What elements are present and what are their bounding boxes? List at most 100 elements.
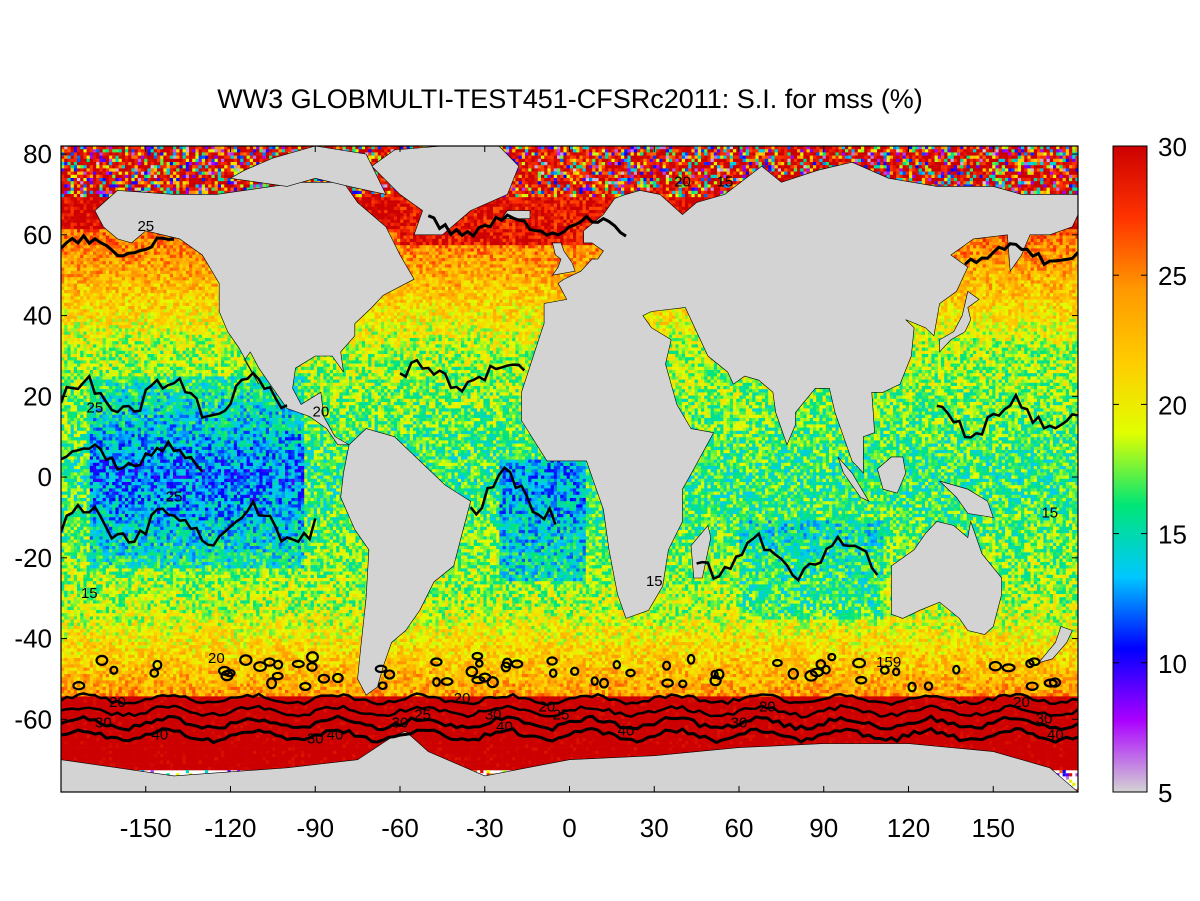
data-cell bbox=[861, 156, 865, 160]
data-cell bbox=[762, 159, 766, 163]
data-cell bbox=[739, 156, 743, 160]
data-cell bbox=[611, 152, 615, 156]
data-cell bbox=[954, 156, 958, 160]
data-cell bbox=[192, 178, 196, 182]
data-cell bbox=[547, 184, 551, 188]
data-cell bbox=[195, 152, 199, 156]
data-cell bbox=[221, 181, 225, 185]
data-cell bbox=[557, 168, 561, 172]
data-cell bbox=[173, 184, 177, 188]
data-cell bbox=[128, 159, 132, 163]
data-cell bbox=[634, 156, 638, 160]
data-cell bbox=[208, 165, 212, 169]
data-cell bbox=[269, 149, 273, 153]
data-cell bbox=[656, 172, 660, 176]
data-cell bbox=[775, 149, 779, 153]
data-cell bbox=[138, 149, 142, 153]
data-cell bbox=[627, 184, 631, 188]
data-cell bbox=[579, 162, 583, 166]
data-cell bbox=[195, 149, 199, 153]
data-cell bbox=[605, 156, 609, 160]
data-cell bbox=[951, 152, 955, 156]
data-cell bbox=[1037, 175, 1041, 179]
data-cell bbox=[903, 168, 907, 172]
data-cell bbox=[608, 165, 612, 169]
data-cell bbox=[711, 156, 715, 160]
data-cell bbox=[1002, 165, 1006, 169]
data-cell bbox=[109, 181, 113, 185]
data-cell bbox=[915, 178, 919, 182]
data-cell bbox=[74, 168, 78, 172]
data-cell bbox=[803, 156, 807, 160]
data-cell bbox=[1031, 159, 1035, 163]
data-cell bbox=[976, 159, 980, 163]
data-cell bbox=[199, 175, 203, 179]
data-cell bbox=[541, 175, 545, 179]
data-cell bbox=[250, 162, 254, 166]
data-cell bbox=[186, 181, 190, 185]
data-cell bbox=[941, 178, 945, 182]
data-cell bbox=[567, 156, 571, 160]
data-cell bbox=[941, 152, 945, 156]
data-cell bbox=[99, 184, 103, 188]
data-cell bbox=[1037, 168, 1041, 172]
data-cell bbox=[154, 175, 158, 179]
data-cell bbox=[823, 149, 827, 153]
data-cell bbox=[208, 181, 212, 185]
data-cell bbox=[125, 156, 129, 160]
data-cell bbox=[800, 168, 804, 172]
data-cell bbox=[906, 152, 910, 156]
data-cell bbox=[845, 156, 849, 160]
data-cell bbox=[1024, 165, 1028, 169]
data-cell bbox=[122, 181, 126, 185]
data-cell bbox=[685, 152, 689, 156]
data-cell bbox=[919, 156, 923, 160]
data-cell bbox=[663, 168, 667, 172]
data-cell bbox=[771, 152, 775, 156]
data-cell bbox=[851, 152, 855, 156]
data-cell bbox=[579, 178, 583, 182]
data-cell bbox=[141, 184, 145, 188]
data-cell bbox=[515, 149, 519, 153]
data-cell bbox=[71, 172, 75, 176]
data-cell bbox=[938, 152, 942, 156]
data-cell bbox=[672, 162, 676, 166]
data-cell bbox=[954, 159, 958, 163]
data-cell bbox=[112, 184, 116, 188]
data-cell bbox=[989, 178, 993, 182]
data-cell bbox=[739, 168, 743, 172]
data-cell bbox=[272, 152, 276, 156]
data-cell bbox=[224, 152, 228, 156]
data-cell bbox=[1021, 168, 1025, 172]
data-cell bbox=[691, 175, 695, 179]
data-cell bbox=[83, 172, 87, 176]
data-cell bbox=[103, 156, 107, 160]
data-cell bbox=[890, 172, 894, 176]
data-cell bbox=[147, 156, 151, 160]
data-cell bbox=[701, 178, 705, 182]
data-cell bbox=[608, 181, 612, 185]
data-cell bbox=[903, 152, 907, 156]
data-cell bbox=[970, 159, 974, 163]
data-cell bbox=[807, 159, 811, 163]
data-cell bbox=[237, 181, 241, 185]
data-cell bbox=[685, 156, 689, 160]
data-cell bbox=[791, 162, 795, 166]
data-cell bbox=[1066, 156, 1070, 160]
data-cell bbox=[925, 149, 929, 153]
data-cell bbox=[925, 172, 929, 176]
data-cell bbox=[240, 159, 244, 163]
data-cell bbox=[899, 156, 903, 160]
data-cell bbox=[864, 152, 868, 156]
data-cell bbox=[541, 149, 545, 153]
data-cell bbox=[199, 172, 203, 176]
data-cell bbox=[1053, 165, 1057, 169]
data-cell bbox=[611, 162, 615, 166]
data-cell bbox=[643, 175, 647, 179]
data-cell bbox=[979, 175, 983, 179]
data-cell bbox=[909, 172, 913, 176]
data-cell bbox=[221, 178, 225, 182]
data-cell bbox=[1043, 175, 1047, 179]
data-cell bbox=[784, 159, 788, 163]
data-cell bbox=[979, 165, 983, 169]
